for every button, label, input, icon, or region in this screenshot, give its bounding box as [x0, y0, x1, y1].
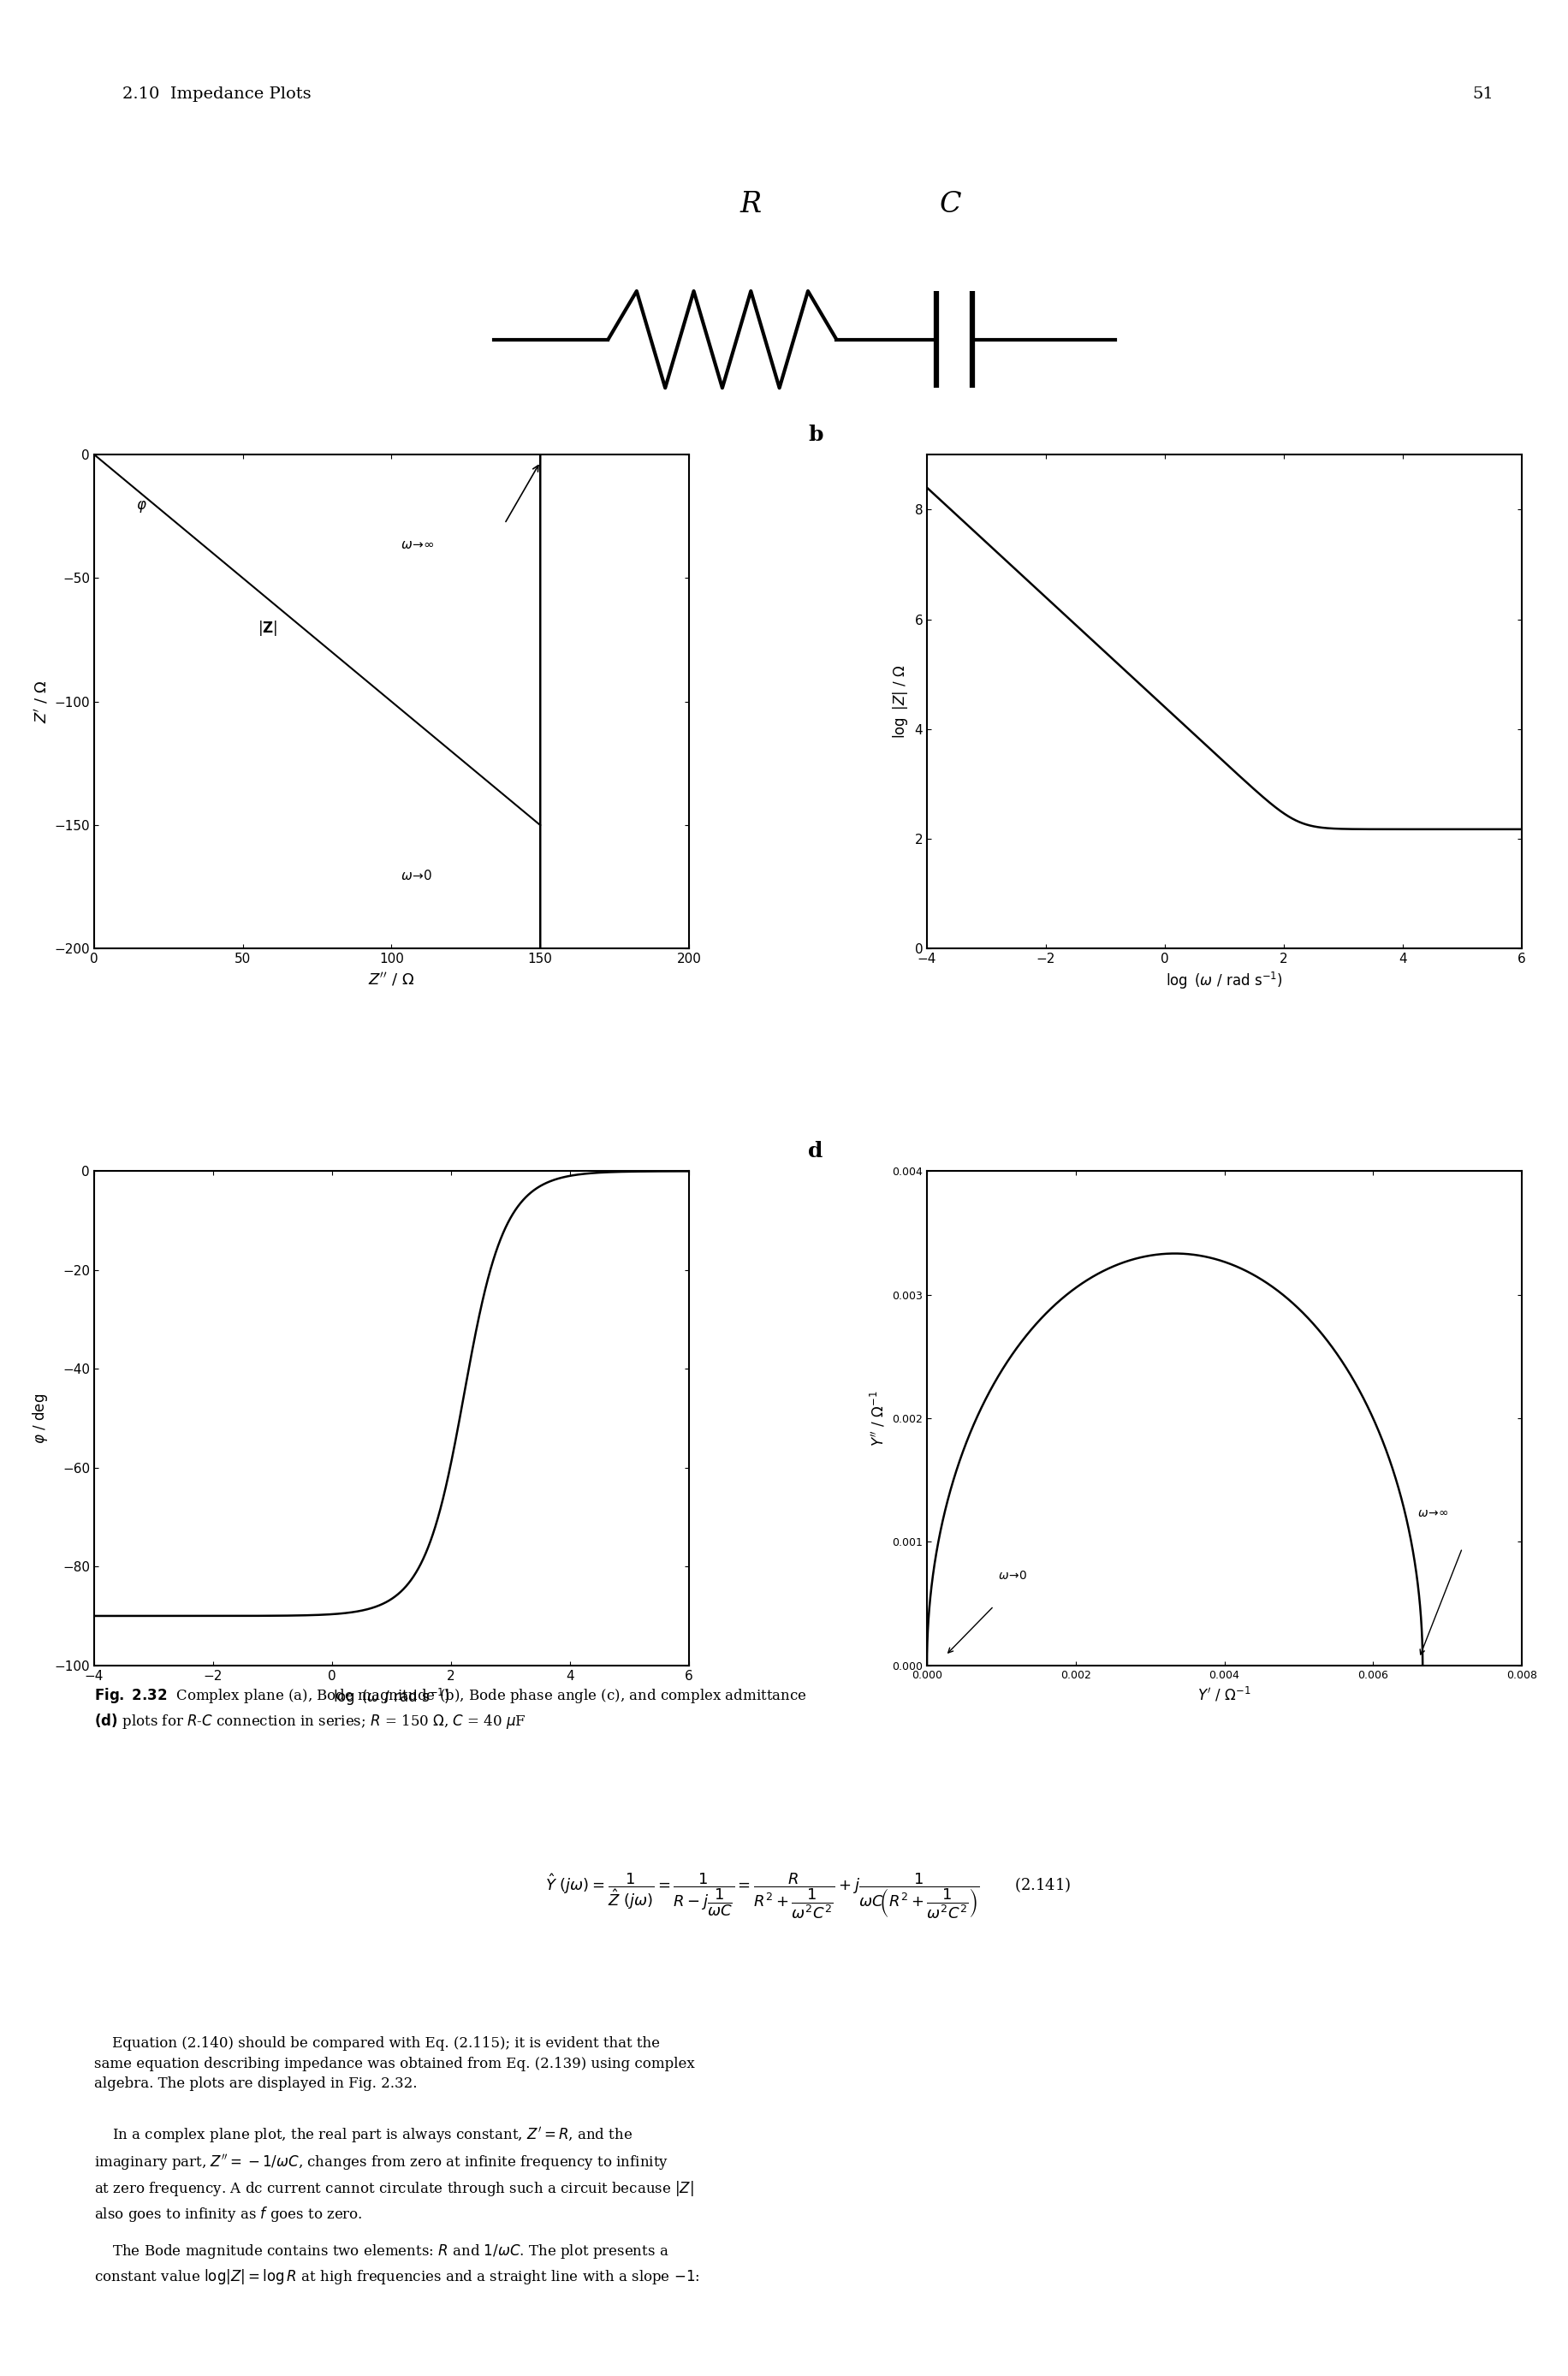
Text: $\varphi$: $\varphi$ [136, 499, 147, 513]
Text: $\omega\!\rightarrow\!\infty$: $\omega\!\rightarrow\!\infty$ [400, 539, 434, 551]
X-axis label: $\log\ (\omega\ /\ \mathrm{rad}\ \mathrm{s}^{-1})$: $\log\ (\omega\ /\ \mathrm{rad}\ \mathrm… [1165, 969, 1283, 991]
Text: b: b [808, 423, 823, 444]
Y-axis label: $\varphi\ /\ \mathrm{deg}$: $\varphi\ /\ \mathrm{deg}$ [31, 1392, 50, 1445]
Y-axis label: $Z'\ /\ \Omega$: $Z'\ /\ \Omega$ [33, 680, 50, 722]
Text: $\omega\!\rightarrow\!0$: $\omega\!\rightarrow\!0$ [997, 1571, 1025, 1582]
Text: $\omega\!\rightarrow\!\infty$: $\omega\!\rightarrow\!\infty$ [1417, 1509, 1447, 1521]
Y-axis label: $Y''\ /\ \Omega^{-1}$: $Y''\ /\ \Omega^{-1}$ [869, 1390, 887, 1447]
Text: 51: 51 [1471, 86, 1493, 102]
Text: 2.10  Impedance Plots: 2.10 Impedance Plots [122, 86, 312, 102]
Text: C: C [939, 190, 961, 219]
Text: The Bode magnitude contains two elements: $R$ and $1/\omega C$. The plot present: The Bode magnitude contains two elements… [94, 2243, 699, 2286]
Text: $\omega\!\rightarrow\!0$: $\omega\!\rightarrow\!0$ [400, 867, 433, 881]
X-axis label: $Z''\ /\ \Omega$: $Z''\ /\ \Omega$ [368, 969, 414, 988]
Y-axis label: $\log\ |Z|\ /\ \Omega$: $\log\ |Z|\ /\ \Omega$ [891, 665, 909, 739]
Text: In a complex plane plot, the real part is always constant, $Z' = R$, and the
ima: In a complex plane plot, the real part i… [94, 2127, 693, 2224]
X-axis label: $Y'\ /\ \Omega^{-1}$: $Y'\ /\ \Omega^{-1}$ [1196, 1685, 1250, 1704]
Text: Equation (2.140) should be compared with Eq. (2.115); it is evident that the
sam: Equation (2.140) should be compared with… [94, 2036, 695, 2091]
X-axis label: $\log\ (\omega\ /\ \mathrm{rad}\ \mathrm{s}^{-1})$: $\log\ (\omega\ /\ \mathrm{rad}\ \mathrm… [332, 1687, 450, 1708]
Text: $\hat{Y}\ (j\omega) = \dfrac{1}{\hat{Z}\ (j\omega)} = \dfrac{1}{R - j\dfrac{1}{\: $\hat{Y}\ (j\omega) = \dfrac{1}{\hat{Z}\… [544, 1872, 1071, 1920]
Text: $\mathbf{Fig.\ 2.32}$  Complex plane (a), Bode magnitude (b), Bode phase angle (: $\mathbf{Fig.\ 2.32}$ Complex plane (a),… [94, 1687, 806, 1730]
Text: $|\mathbf{Z}|$: $|\mathbf{Z}|$ [257, 618, 278, 637]
Text: d: d [808, 1140, 822, 1162]
Text: R: R [740, 190, 760, 219]
